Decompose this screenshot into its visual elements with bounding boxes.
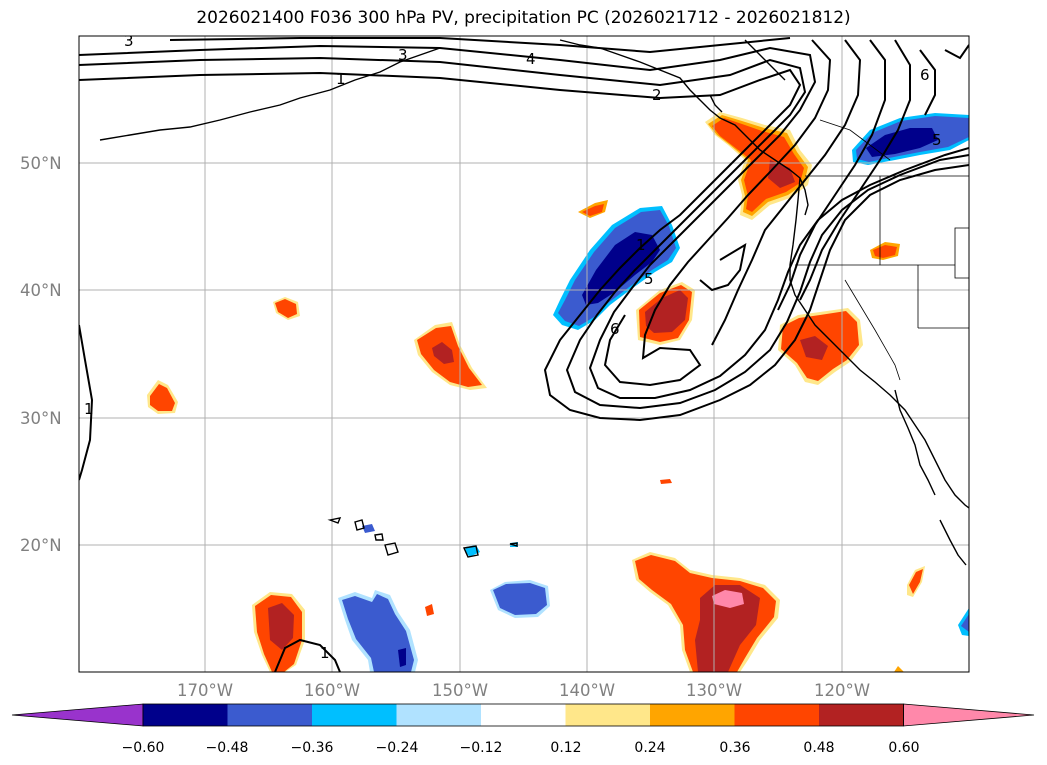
lat-label: 30°N xyxy=(20,409,62,428)
contour-label: 5 xyxy=(932,131,942,149)
colorbar-tick-label: −0.60 xyxy=(122,740,165,756)
colorbar-bin xyxy=(819,704,904,726)
contour-label: 2 xyxy=(652,86,662,104)
graticule xyxy=(79,36,969,672)
lon-label: 140°W xyxy=(559,681,615,700)
colorbar-bin xyxy=(734,704,820,726)
colorbar-tick-label: −0.36 xyxy=(291,740,334,756)
colorbar-extend-low xyxy=(11,703,144,727)
colorbar-bin xyxy=(227,704,313,726)
map-title: 2026021400 F036 300 hPa PV, precipitatio… xyxy=(196,8,851,28)
colorbar-tick-labels: −0.60 −0.48 −0.36 −0.24 −0.12 0.12 0.24 … xyxy=(122,740,920,756)
colorbar-bin xyxy=(650,704,735,726)
contour-label: 6 xyxy=(920,66,930,84)
lon-label: 130°W xyxy=(686,681,742,700)
lon-label: 170°W xyxy=(177,681,233,700)
pv-contour-1 xyxy=(79,68,969,422)
coastlines xyxy=(99,39,969,566)
contour-label: 3 xyxy=(398,46,408,64)
lat-label: 40°N xyxy=(20,281,62,300)
colorbar-bin xyxy=(312,704,397,726)
map-frame xyxy=(78,35,970,673)
contour-label: 5 xyxy=(644,270,654,288)
lon-label: 120°W xyxy=(814,681,870,700)
contour-label: 1 xyxy=(84,400,94,418)
contour-label: 1 xyxy=(636,236,646,254)
lon-label: 160°W xyxy=(304,681,360,700)
colorbar-bin xyxy=(396,704,482,726)
contour-label: 6 xyxy=(610,320,620,338)
pv-contours xyxy=(79,37,969,672)
colorbar-tick-label: 0.48 xyxy=(803,740,834,756)
contour-label: 4 xyxy=(526,50,536,68)
colorbar-bin xyxy=(143,704,228,726)
contour-label: 1 xyxy=(320,644,330,662)
colorbar-tick-label: 0.24 xyxy=(634,740,665,756)
latitude-labels: 50°N 40°N 30°N 20°N xyxy=(20,154,62,555)
colorbar-tick-label: 0.60 xyxy=(888,740,919,756)
contour-label: 1 xyxy=(336,70,346,88)
lat-label: 50°N xyxy=(20,154,62,173)
colorbar-bin xyxy=(565,704,651,726)
lon-label: 150°W xyxy=(432,681,488,700)
longitude-labels: 170°W 160°W 150°W 140°W 130°W 120°W xyxy=(177,681,870,700)
pv-contour-labels: 3 3 4 1 2 6 5 1 5 6 1 1 xyxy=(84,32,942,662)
lat-label: 20°N xyxy=(20,536,62,555)
colorbar-tick-label: 0.12 xyxy=(550,740,581,756)
colorbar-bin xyxy=(481,704,566,726)
colorbar xyxy=(11,703,1035,727)
colorbar-tick-label: 0.36 xyxy=(719,740,750,756)
colorbar-extend-high xyxy=(903,703,1035,727)
colorbar-tick-label: −0.12 xyxy=(460,740,503,756)
colorbar-tick-label: −0.48 xyxy=(206,740,249,756)
colorbar-tick-label: −0.24 xyxy=(376,740,419,756)
contour-label: 3 xyxy=(124,32,134,50)
colorbar-frame xyxy=(142,703,904,727)
